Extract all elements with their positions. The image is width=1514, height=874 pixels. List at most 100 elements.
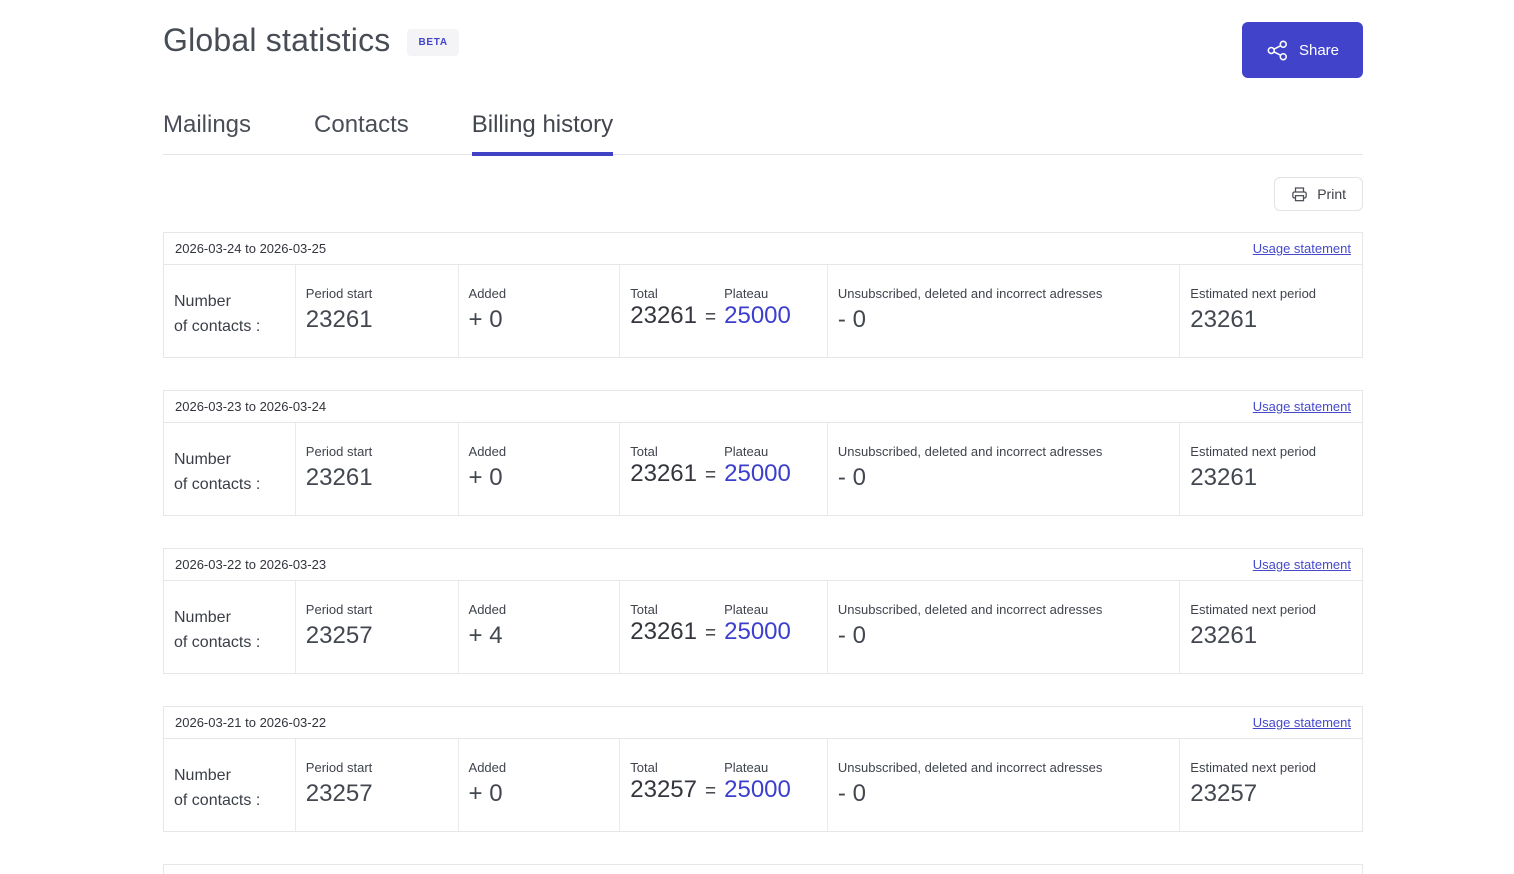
page-header: Global statistics BETA Share (163, 0, 1363, 78)
added-label: Added (468, 602, 507, 617)
title-wrap: Global statistics BETA (163, 22, 459, 59)
total-value: 23261 (630, 460, 698, 487)
usage-statement-link[interactable]: Usage statement (1252, 399, 1351, 414)
column-added: Added + 0 (459, 265, 621, 357)
column-total-plateau: Total Plateau 23261 = 25000 (620, 265, 828, 357)
column-number-of-contacts: Number of contacts : (164, 739, 296, 831)
billing-card-body: Number of contacts : Period start 23257 … (164, 581, 1362, 673)
column-estimated-next-period: Estimated next period 23261 (1180, 265, 1362, 357)
period-start-label: Period start (305, 760, 373, 775)
period-start-value: 23257 (305, 622, 373, 649)
number-of-contacts-label: Number of contacts : (174, 609, 261, 651)
billing-cards: 2026-03-24 to 2026-03-25 Usage statement… (163, 232, 1363, 874)
usage-statement-link[interactable]: Usage statement (1252, 557, 1351, 572)
column-period-start: Period start 23257 (296, 581, 459, 673)
unsubscribed-value: - 0 (837, 306, 866, 333)
print-button[interactable]: Print (1274, 177, 1363, 211)
added-value: + 4 (468, 622, 503, 649)
total-value: 23261 (630, 618, 698, 645)
billing-card: 2026-03-21 to 2026-03-22 Usage statement… (163, 706, 1363, 832)
number-of-contacts-label: Number of contacts : (174, 767, 261, 809)
share-icon (1266, 39, 1289, 62)
column-period-start: Period start 23261 (296, 423, 459, 515)
column-number-of-contacts: Number of contacts : (164, 581, 296, 673)
tab-billing-history[interactable]: Billing history (471, 105, 614, 156)
period-start-value: 23257 (305, 780, 373, 807)
billing-card: 2026-03-20 to 2026-03-21 Usage statement… (163, 864, 1363, 874)
usage-statement-link[interactable]: Usage statement (1252, 715, 1351, 730)
unsubscribed-label: Unsubscribed, deleted and incorrect adre… (837, 760, 1103, 775)
tab-mailings[interactable]: Mailings (163, 111, 252, 138)
page-title: Global statistics (163, 22, 391, 58)
plateau-value: 25000 (724, 302, 791, 329)
billing-card-header: 2026-03-21 to 2026-03-22 Usage statement (164, 707, 1362, 739)
column-period-start: Period start 23257 (296, 739, 459, 831)
share-button-label: Share (1298, 41, 1339, 59)
total-label: Total (630, 444, 658, 459)
page: Global statistics BETA Share Mailings Co… (163, 0, 1363, 874)
billing-period-dates: 2026-03-21 to 2026-03-22 (175, 715, 327, 730)
added-label: Added (468, 760, 507, 775)
estimated-next-period-value: 23261 (1190, 306, 1258, 333)
billing-card-header: 2026-03-22 to 2026-03-23 Usage statement (164, 549, 1362, 581)
usage-statement-link[interactable]: Usage statement (1252, 241, 1351, 256)
billing-card: 2026-03-24 to 2026-03-25 Usage statement… (163, 232, 1363, 358)
plateau-label: Plateau (724, 602, 769, 617)
estimated-next-period-label: Estimated next period (1190, 602, 1317, 617)
unsubscribed-label: Unsubscribed, deleted and incorrect adre… (837, 444, 1103, 459)
column-number-of-contacts: Number of contacts : (164, 265, 296, 357)
billing-card-header: 2026-03-23 to 2026-03-24 Usage statement (164, 391, 1362, 423)
column-total-plateau: Total Plateau 23257 = 25000 (620, 739, 828, 831)
unsubscribed-label: Unsubscribed, deleted and incorrect adre… (837, 286, 1103, 301)
billing-period-dates: 2026-03-23 to 2026-03-24 (175, 399, 327, 414)
tab-contacts[interactable]: Contacts (314, 111, 409, 138)
column-estimated-next-period: Estimated next period 23261 (1180, 423, 1362, 515)
share-button[interactable]: Share (1241, 22, 1363, 78)
column-estimated-next-period: Estimated next period 23261 (1180, 581, 1362, 673)
plateau-label: Plateau (724, 760, 769, 775)
billing-period-dates: 2026-03-24 to 2026-03-25 (175, 241, 327, 256)
period-start-label: Period start (305, 444, 373, 459)
estimated-next-period-value: 23257 (1190, 780, 1258, 807)
unsubscribed-value: - 0 (837, 780, 866, 807)
tabs: Mailings Contacts Billing history (163, 105, 1363, 156)
added-label: Added (468, 444, 507, 459)
total-label: Total (630, 760, 658, 775)
added-value: + 0 (468, 306, 503, 333)
column-period-start: Period start 23261 (296, 265, 459, 357)
billing-card: 2026-03-22 to 2026-03-23 Usage statement… (163, 548, 1363, 674)
toolbar: Print (163, 177, 1363, 211)
total-label: Total (630, 286, 658, 301)
equals-sign: = (705, 781, 717, 802)
billing-card-body: Number of contacts : Period start 23261 … (164, 265, 1362, 357)
estimated-next-period-value: 23261 (1190, 464, 1258, 491)
column-unsubscribed: Unsubscribed, deleted and incorrect adre… (828, 423, 1181, 515)
column-added: Added + 4 (459, 581, 621, 673)
billing-card: 2026-03-23 to 2026-03-24 Usage statement… (163, 390, 1363, 516)
billing-card-body: Number of contacts : Period start 23257 … (164, 739, 1362, 831)
billing-card-body: Number of contacts : Period start 23261 … (164, 423, 1362, 515)
plateau-value: 25000 (724, 618, 791, 645)
estimated-next-period-label: Estimated next period (1190, 444, 1317, 459)
total-label: Total (630, 602, 658, 617)
period-start-label: Period start (305, 602, 373, 617)
unsubscribed-value: - 0 (837, 622, 866, 649)
estimated-next-period-label: Estimated next period (1190, 760, 1317, 775)
estimated-next-period-label: Estimated next period (1190, 286, 1317, 301)
plateau-label: Plateau (724, 286, 769, 301)
column-number-of-contacts: Number of contacts : (164, 423, 296, 515)
column-added: Added + 0 (459, 423, 621, 515)
column-estimated-next-period: Estimated next period 23257 (1180, 739, 1362, 831)
printer-icon (1291, 186, 1308, 202)
number-of-contacts-label: Number of contacts : (174, 451, 261, 493)
print-button-label: Print (1317, 186, 1346, 202)
billing-card-header: 2026-03-20 to 2026-03-21 Usage statement (164, 865, 1362, 874)
equals-sign: = (705, 623, 717, 644)
plateau-value: 25000 (724, 776, 791, 803)
column-unsubscribed: Unsubscribed, deleted and incorrect adre… (828, 581, 1181, 673)
period-start-value: 23261 (305, 464, 373, 491)
total-value: 23261 (630, 302, 698, 329)
equals-sign: = (705, 465, 717, 486)
column-total-plateau: Total Plateau 23261 = 25000 (620, 423, 828, 515)
number-of-contacts-label: Number of contacts : (174, 293, 261, 335)
